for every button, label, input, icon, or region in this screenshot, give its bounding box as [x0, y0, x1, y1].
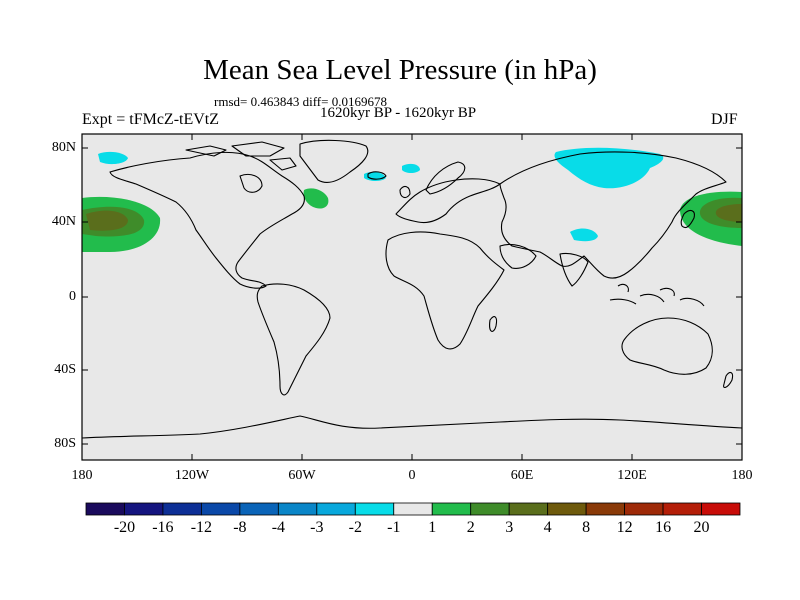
coastlines	[82, 139, 742, 439]
anomaly-positive-north-atlantic	[303, 188, 329, 209]
colorbar	[85, 502, 741, 516]
period-text: 1620kyr BP - 1620kyr BP	[320, 105, 477, 121]
colorbar-label: -8	[233, 519, 247, 536]
x-tick-180-west: 180	[71, 468, 93, 483]
colorbar-label: -12	[190, 519, 213, 536]
anomaly-positive-inner-pacific-west	[86, 210, 128, 231]
map-title: Mean Sea Level Pressure (in hPa)	[203, 54, 597, 86]
x-tick-0: 0	[408, 468, 416, 483]
colorbar-swatch	[470, 502, 510, 516]
colorbar-label: -1	[387, 519, 401, 536]
colorbar-swatch	[508, 502, 549, 516]
colorbar-label: 20	[693, 519, 710, 536]
coast-arabia	[499, 243, 537, 269]
coast-new-zealand	[723, 371, 734, 389]
coast-hudson-bay	[239, 173, 263, 193]
coast-maritime-continent	[609, 283, 705, 307]
colorbar-label: -2	[348, 519, 362, 536]
experiment-label: Expt = tFMcZ-tEVtZ	[82, 111, 220, 128]
colorbar-swatch	[239, 502, 279, 516]
anomaly-negative-arctic-canada	[98, 151, 128, 165]
coast-iceland	[367, 171, 387, 180]
coast-madagascar	[489, 316, 498, 332]
x-tick-60e: 60E	[510, 468, 534, 483]
colorbar-label: -4	[271, 519, 286, 536]
coast-europe	[395, 178, 501, 224]
map-panel	[82, 134, 742, 460]
colorbar-label: 12	[616, 519, 633, 536]
colorbar-label: 3	[505, 519, 514, 536]
coast-australia	[621, 317, 713, 375]
colorbar-swatch	[316, 502, 356, 516]
anomaly-negative-siberia	[554, 147, 664, 189]
colorbar-swatch	[162, 502, 202, 516]
colorbar-swatch	[354, 502, 395, 516]
colorbar-label: -3	[310, 519, 324, 536]
coast-british-isles	[399, 185, 411, 199]
x-tick-60w: 60W	[288, 468, 316, 483]
coast-south-america	[256, 283, 331, 396]
colorbar-swatch	[393, 502, 433, 516]
y-tick-40s: 40S	[54, 362, 76, 377]
colorbar-swatch	[85, 502, 125, 516]
anomaly-fill-layer	[82, 147, 742, 252]
colorbar-label: 16	[655, 519, 672, 536]
colorbar-label: 2	[466, 519, 475, 536]
anomaly-negative-central-asia	[570, 228, 598, 242]
colorbar-swatch	[662, 502, 702, 516]
y-tick-80n: 80N	[51, 140, 76, 155]
y-tick-40n: 40N	[51, 214, 76, 229]
y-tick-0: 0	[69, 289, 76, 304]
colorbar-label: 4	[543, 519, 552, 536]
colorbar-swatch	[277, 502, 318, 516]
coast-north-america	[109, 151, 305, 289]
colorbar-label: 1	[428, 519, 437, 536]
colorbar-swatch	[547, 502, 587, 516]
y-tick-80s: 80S	[54, 436, 76, 451]
coast-asia	[499, 151, 727, 279]
coast-scandinavia	[425, 161, 466, 195]
coast-africa	[385, 231, 505, 350]
x-tick-120e: 120E	[617, 468, 647, 483]
colorbar-swatch	[431, 502, 472, 516]
coast-india	[559, 252, 589, 287]
colorbar-label: 8	[582, 519, 591, 536]
x-tick-180-east: 180	[731, 468, 753, 483]
colorbar-swatch	[585, 502, 625, 516]
coast-japan	[680, 209, 695, 229]
anomaly-negative-north-atlantic	[402, 163, 420, 173]
axis-ticks	[82, 134, 742, 460]
colorbar-swatch	[624, 502, 664, 516]
x-tick-120w: 120W	[174, 468, 210, 483]
colorbar-label: -20	[113, 519, 136, 536]
coast-antarctica	[82, 415, 742, 439]
colorbar-swatch	[124, 502, 164, 516]
colorbar-label: -16	[152, 519, 174, 536]
anomaly-positive-inner-pacific-east	[715, 204, 742, 222]
stats-text: rmsd= 0.463843 diff= 0.0169678	[214, 94, 387, 109]
coast-arctic-islands	[185, 141, 297, 171]
colorbar-swatch	[701, 502, 741, 516]
coast-greenland	[299, 139, 369, 183]
season-label: DJF	[711, 111, 738, 128]
colorbar-swatch	[201, 502, 241, 516]
